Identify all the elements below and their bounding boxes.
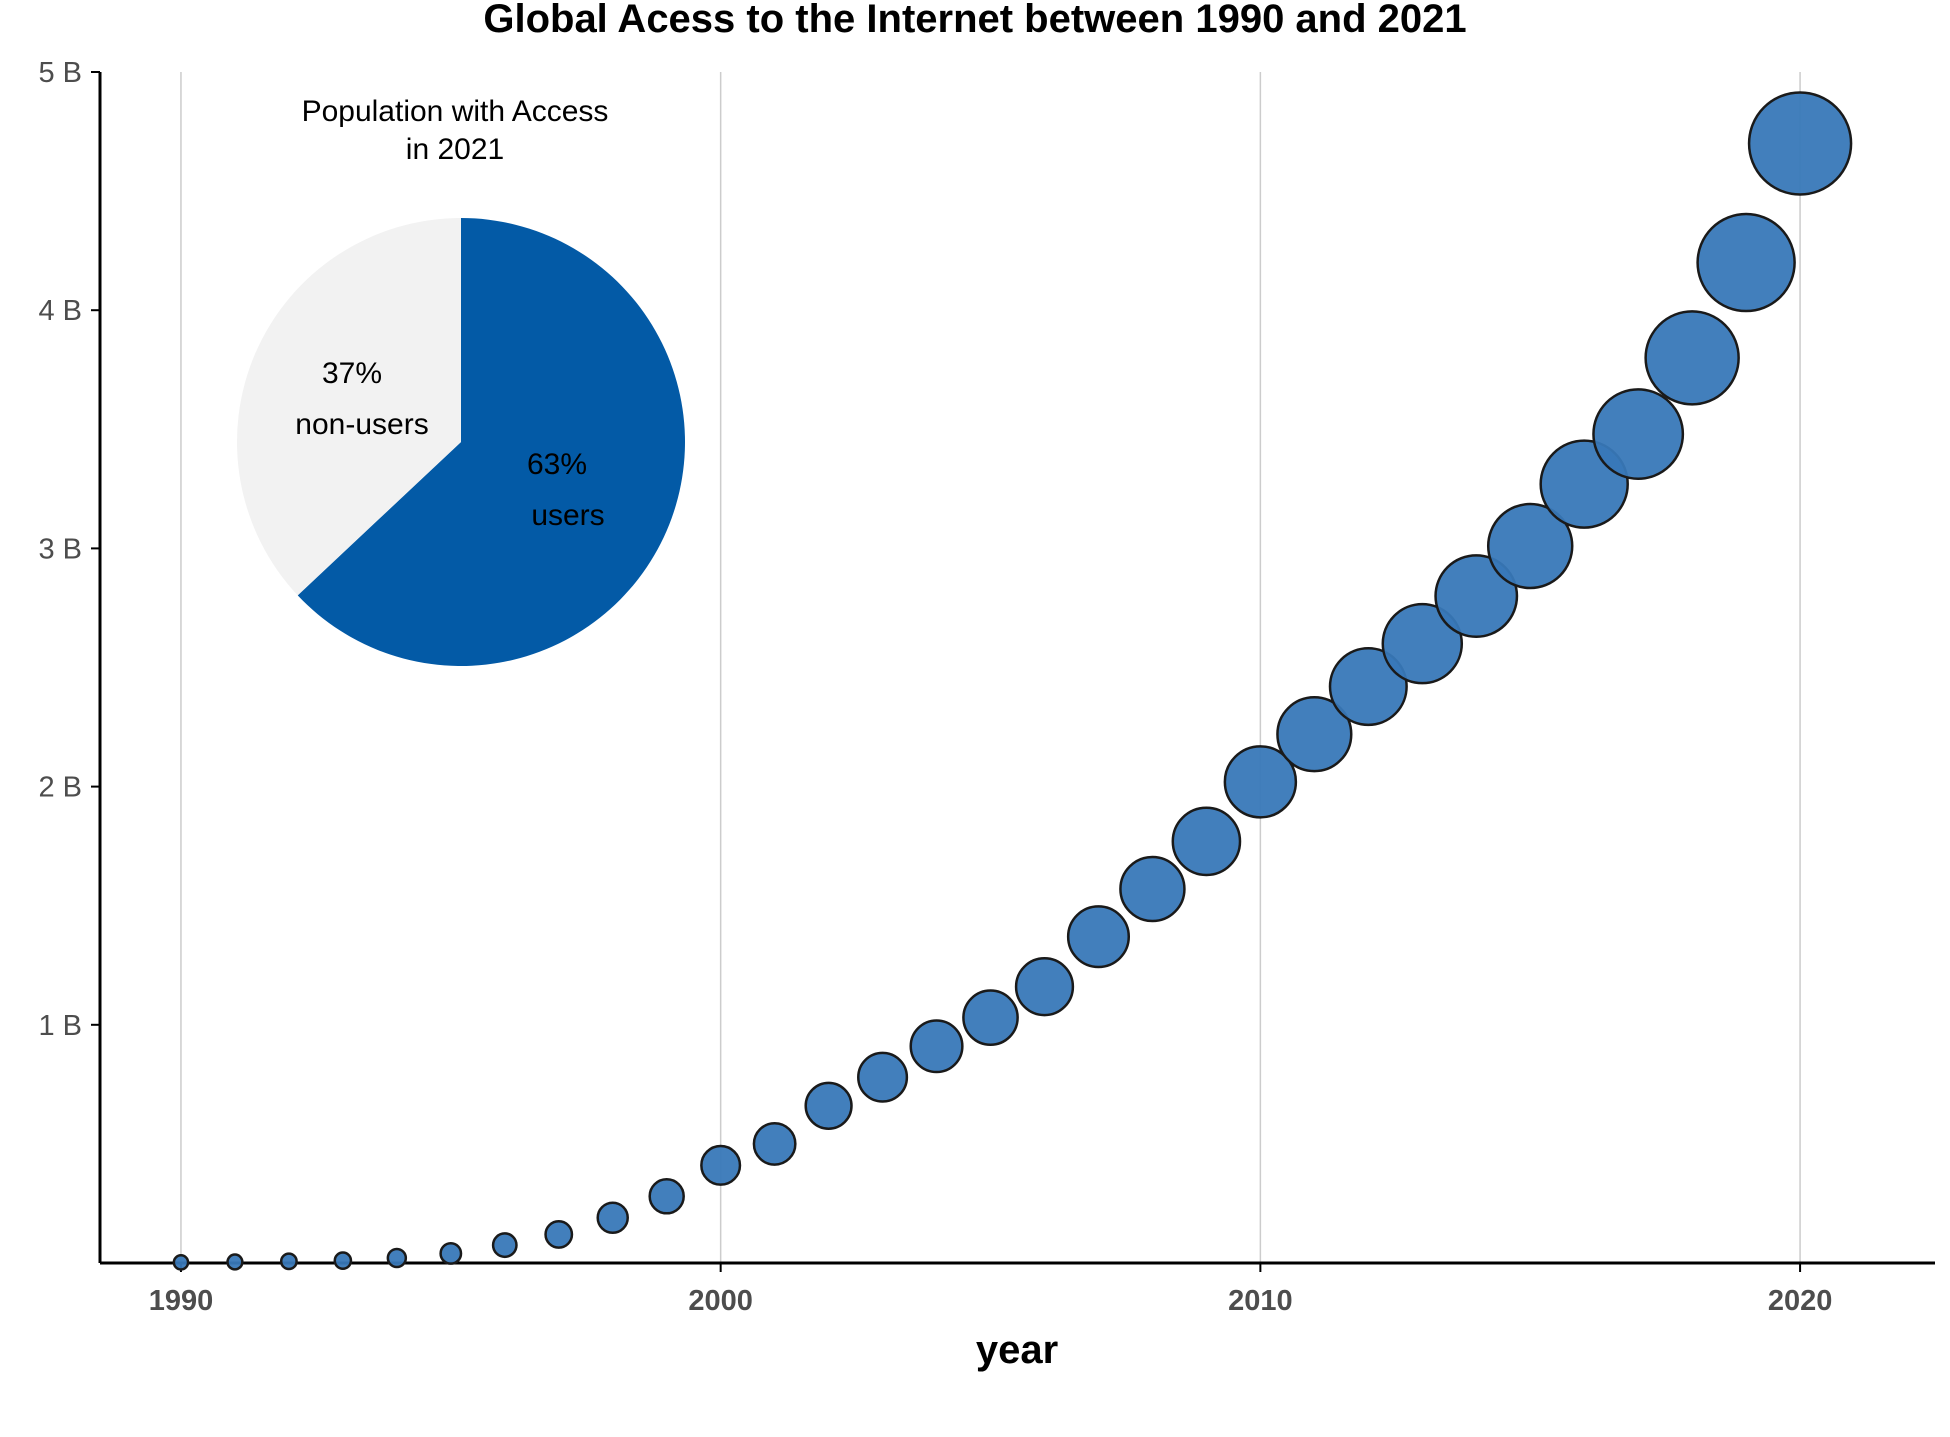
point-2009 bbox=[1171, 806, 1242, 877]
pie-label-pct-non-users: 37% bbox=[322, 357, 382, 390]
inset-pie-chart: Population with Access in 2021 63% users 37%… bbox=[236, 95, 685, 666]
pie-title-line-1: Population with Access bbox=[302, 95, 609, 128]
point-1997 bbox=[544, 1219, 574, 1249]
point-1995 bbox=[439, 1242, 463, 1265]
point-2018 bbox=[1644, 310, 1740, 406]
point-2001 bbox=[752, 1121, 797, 1166]
gridlines bbox=[180, 72, 1801, 1263]
point-2020 bbox=[1747, 91, 1853, 196]
axes bbox=[91, 71, 1935, 1272]
point-2006 bbox=[1014, 957, 1075, 1017]
point-1998 bbox=[596, 1201, 629, 1234]
y-tick-label-2B: 2 B bbox=[38, 772, 82, 804]
point-1999 bbox=[648, 1178, 685, 1215]
y-tick-label-4B: 4 B bbox=[38, 295, 82, 327]
chart-title: Global Acess to the Internet between 199… bbox=[483, 0, 1466, 41]
point-2015 bbox=[1486, 502, 1574, 590]
point-2004 bbox=[909, 1019, 964, 1074]
pie-slice-users bbox=[297, 218, 685, 666]
point-2019 bbox=[1696, 212, 1796, 313]
x-tick-label-1990: 1990 bbox=[149, 1285, 214, 1317]
point-1992 bbox=[279, 1252, 298, 1271]
point-1994 bbox=[386, 1247, 408, 1269]
point-2008 bbox=[1119, 855, 1186, 923]
point-1990 bbox=[172, 1254, 190, 1271]
tick-labels: 1990 2000 2010 2020 1 B 2 B 3 B 4 B 5 B bbox=[38, 57, 1832, 1317]
point-2010 bbox=[1223, 745, 1298, 819]
point-2000 bbox=[700, 1144, 742, 1186]
x-axis-label: year bbox=[976, 1328, 1058, 1372]
pie-title-line-2: in 2021 bbox=[406, 133, 504, 166]
point-2007 bbox=[1066, 905, 1131, 969]
point-2005 bbox=[962, 989, 1019, 1047]
point-2011 bbox=[1276, 696, 1353, 773]
pie-label-name-non-users: non-users bbox=[295, 408, 428, 441]
scatter-points bbox=[172, 91, 1853, 1271]
point-2003 bbox=[857, 1051, 909, 1103]
x-tick-label-2010: 2010 bbox=[1228, 1285, 1293, 1317]
x-tick-label-2020: 2020 bbox=[1768, 1285, 1833, 1317]
y-tick-label-5B: 5 B bbox=[38, 57, 82, 89]
point-2012 bbox=[1328, 647, 1408, 727]
point-2013 bbox=[1381, 602, 1464, 685]
pie-slice-non-users bbox=[236, 218, 461, 596]
point-2017 bbox=[1592, 388, 1685, 481]
pie-label-pct-users: 63% bbox=[527, 448, 587, 481]
y-tick-label-1B: 1 B bbox=[38, 1010, 82, 1042]
y-tick-label-3B: 3 B bbox=[38, 533, 82, 565]
pie-label-name-users: users bbox=[531, 499, 604, 532]
point-2014 bbox=[1434, 554, 1519, 638]
point-1993 bbox=[333, 1251, 353, 1270]
x-tick-label-2000: 2000 bbox=[688, 1285, 753, 1317]
point-2002 bbox=[804, 1081, 853, 1130]
point-1996 bbox=[491, 1232, 518, 1259]
point-1991 bbox=[226, 1253, 244, 1271]
